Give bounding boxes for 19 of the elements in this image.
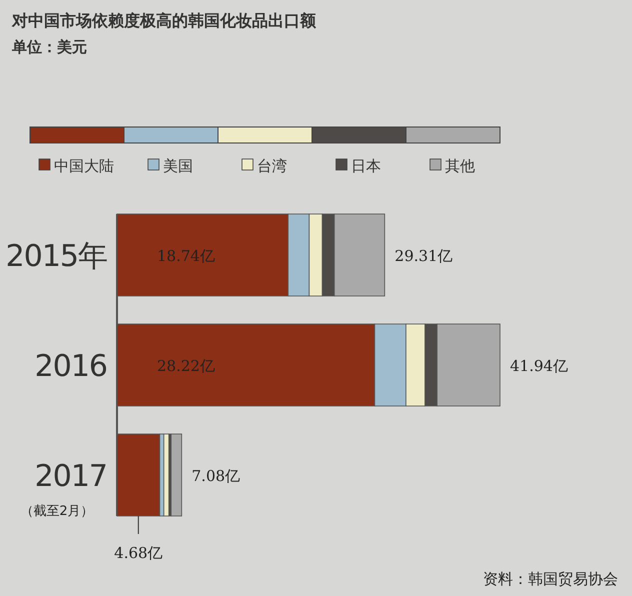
legend-label: 台湾 bbox=[257, 157, 287, 175]
data-label: 28.22亿 bbox=[157, 357, 215, 375]
data-label: 4.68亿 bbox=[114, 544, 163, 562]
y-tick-label: 2016 bbox=[34, 349, 107, 384]
total-label: 29.31亿 bbox=[394, 247, 453, 265]
legend-label: 日本 bbox=[351, 157, 381, 175]
legend-label: 美国 bbox=[163, 157, 193, 175]
chart-subtitle: 单位：美元 bbox=[11, 38, 87, 56]
y-tick-label: 2017 bbox=[34, 459, 107, 494]
data-label: 18.74亿 bbox=[157, 247, 215, 265]
total-label: 41.94亿 bbox=[510, 357, 568, 375]
bar bbox=[170, 434, 182, 516]
y-tick-label: 2015年 bbox=[6, 239, 107, 274]
text: （截至2月） bbox=[20, 504, 94, 519]
text: 资料：韩国贸易协会 bbox=[483, 570, 618, 588]
total-label: 7.08亿 bbox=[192, 467, 240, 485]
chart-title: 对中国市场依赖度极高的韩国化妆品出口额 bbox=[11, 11, 317, 30]
legend-label: 其他 bbox=[445, 157, 475, 175]
legend-label: 中国大陆 bbox=[54, 157, 114, 175]
